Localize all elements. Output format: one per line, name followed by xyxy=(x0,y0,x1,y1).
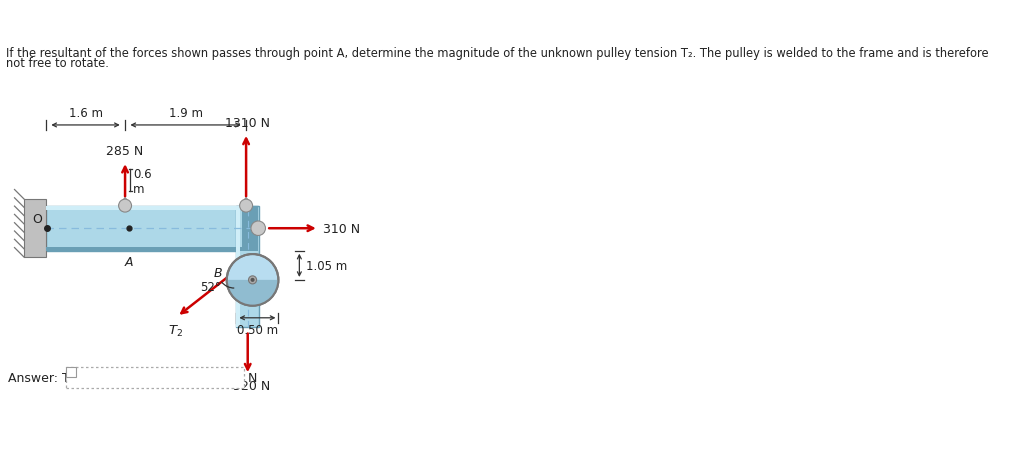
Text: ×: × xyxy=(68,368,75,377)
Text: $T_2$: $T_2$ xyxy=(168,323,183,338)
Bar xyxy=(67,367,244,388)
Circle shape xyxy=(249,276,257,284)
Text: 520 N: 520 N xyxy=(233,379,270,392)
Text: 1.05 m: 1.05 m xyxy=(306,259,347,272)
Text: 52°: 52° xyxy=(200,281,220,293)
Polygon shape xyxy=(240,198,253,206)
Circle shape xyxy=(251,221,265,236)
Bar xyxy=(67,367,76,377)
Text: If the resultant of the forces shown passes through point A, determine the magni: If the resultant of the forces shown pas… xyxy=(6,47,989,60)
Text: not free to rotate.: not free to rotate. xyxy=(6,56,110,69)
Bar xyxy=(242,206,258,251)
Bar xyxy=(46,206,258,251)
Circle shape xyxy=(240,200,253,212)
Text: 285 N: 285 N xyxy=(106,145,143,158)
Text: Answer: T₂ =: Answer: T₂ = xyxy=(8,371,89,384)
Bar xyxy=(237,206,240,327)
Circle shape xyxy=(119,200,131,212)
Bar xyxy=(237,206,259,327)
Text: 0.50 m: 0.50 m xyxy=(237,323,278,336)
Bar xyxy=(46,206,258,210)
Bar xyxy=(25,200,46,258)
Bar xyxy=(46,247,258,251)
Wedge shape xyxy=(226,280,279,306)
Circle shape xyxy=(226,254,279,306)
Text: O: O xyxy=(32,212,42,226)
Polygon shape xyxy=(119,198,131,206)
Text: A: A xyxy=(125,255,133,268)
Text: B: B xyxy=(214,266,222,279)
Text: 0.6
m: 0.6 m xyxy=(133,168,152,196)
Text: 310 N: 310 N xyxy=(323,222,359,235)
Text: 1.6 m: 1.6 m xyxy=(69,107,102,120)
Circle shape xyxy=(251,278,255,282)
Text: N: N xyxy=(248,371,257,384)
Text: 1310 N: 1310 N xyxy=(225,117,270,130)
Text: 1.9 m: 1.9 m xyxy=(169,107,203,120)
